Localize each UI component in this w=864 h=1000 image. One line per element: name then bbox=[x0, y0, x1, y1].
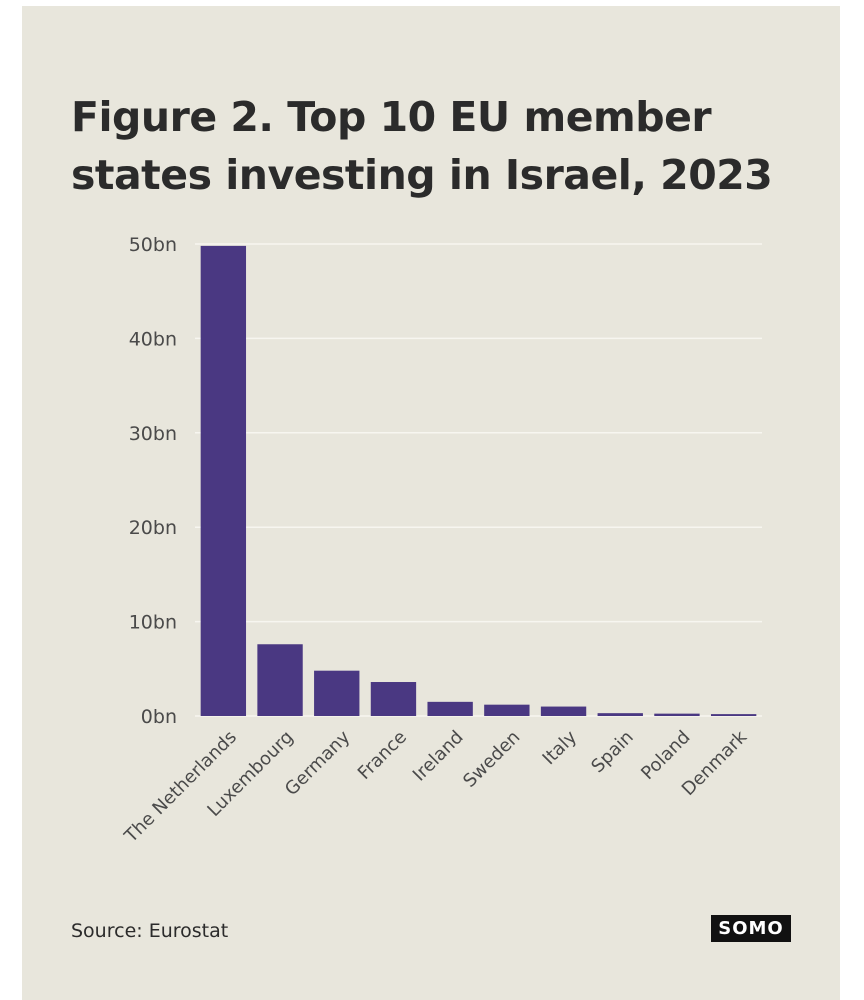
chart-card bbox=[22, 6, 840, 1000]
y-axis-ticks: 0bn 10bn 20bn 30bn 40bn 50bn bbox=[129, 234, 177, 728]
somo-logo: SOMO bbox=[711, 915, 791, 942]
bar bbox=[484, 704, 530, 716]
y-tick-label: 30bn bbox=[129, 423, 177, 445]
x-tick-label: France bbox=[354, 727, 411, 784]
x-tick-label: Sweden bbox=[459, 727, 524, 792]
chart-title-line-1: Figure 2. Top 10 EU member bbox=[71, 93, 712, 141]
x-tick-label: Poland bbox=[637, 727, 694, 784]
y-tick-label: 10bn bbox=[129, 612, 177, 634]
bar bbox=[370, 682, 417, 716]
bar bbox=[427, 701, 473, 716]
chart-title: Figure 2. Top 10 EU member states invest… bbox=[71, 88, 791, 204]
x-tick-label: Spain bbox=[587, 727, 637, 777]
bar bbox=[200, 245, 247, 716]
bar bbox=[540, 706, 587, 716]
y-tick-label: 40bn bbox=[129, 328, 177, 350]
y-tick-label: 0bn bbox=[141, 706, 177, 728]
bar bbox=[710, 714, 757, 716]
x-tick-label: Italy bbox=[539, 726, 582, 769]
y-tick-label: 20bn bbox=[129, 517, 177, 539]
chart-title-line-2: states investing in Israel, 2023 bbox=[71, 151, 773, 199]
y-tick-label: 50bn bbox=[129, 234, 177, 256]
bar bbox=[314, 670, 360, 716]
bar bbox=[654, 713, 700, 716]
source-note: Source: Eurostat bbox=[71, 920, 229, 942]
bar bbox=[597, 713, 643, 716]
bar bbox=[257, 644, 303, 716]
bars bbox=[200, 245, 757, 716]
